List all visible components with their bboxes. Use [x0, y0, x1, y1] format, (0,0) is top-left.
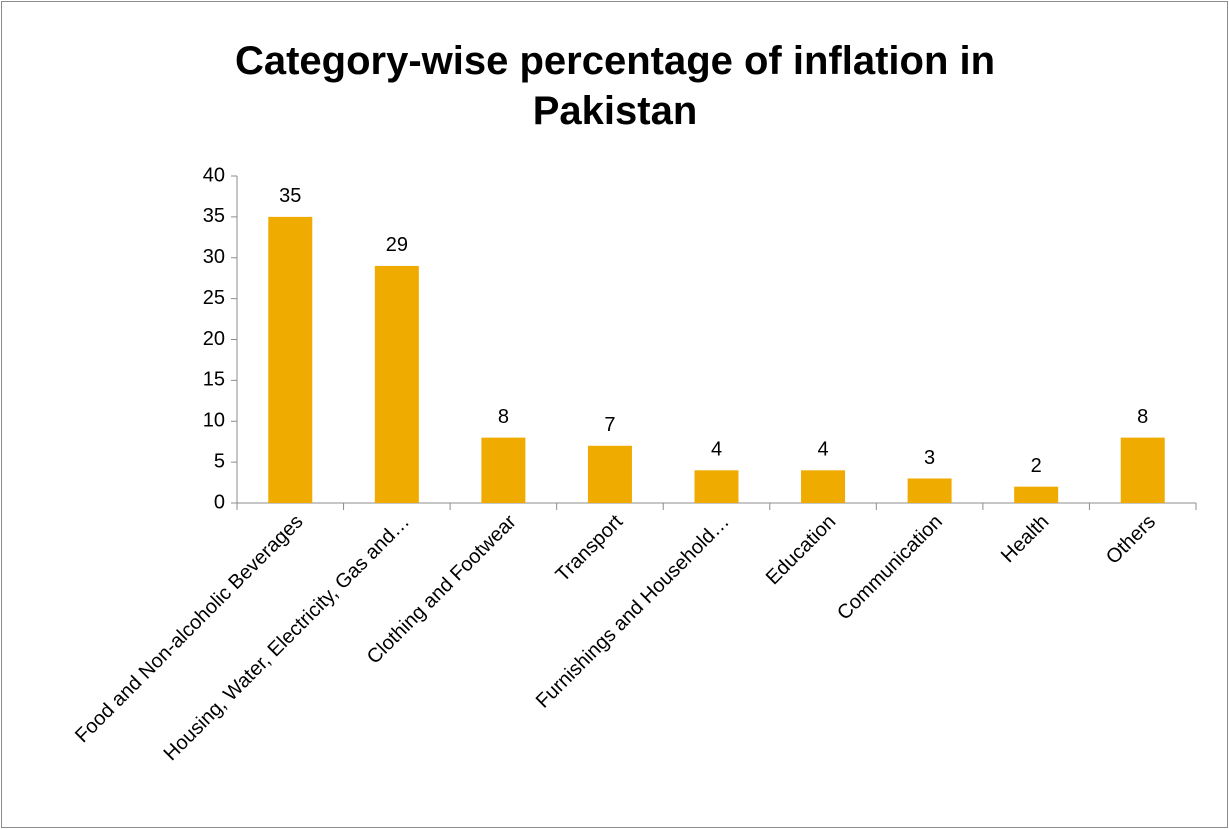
data-label: 8 — [1137, 406, 1148, 428]
y-tick-label: 5 — [214, 450, 225, 472]
y-tick-label: 35 — [203, 205, 225, 227]
y-tick-label: 40 — [203, 164, 225, 186]
x-tick-label: Communication — [833, 511, 947, 625]
bar — [694, 470, 739, 503]
y-tick-label: 20 — [203, 328, 225, 350]
bar — [1014, 486, 1059, 503]
bar — [801, 470, 846, 503]
data-label: 8 — [498, 406, 509, 428]
bar — [481, 437, 526, 503]
data-label: 7 — [604, 414, 615, 436]
x-tick-label: Education — [762, 511, 840, 589]
x-tick-label: Housing, Water, Electricity, Gas and… — [160, 511, 414, 765]
bar — [268, 216, 313, 503]
bar — [1120, 437, 1165, 503]
x-tick-label: Health — [997, 511, 1053, 567]
y-tick-label: 0 — [214, 491, 225, 513]
x-tick-label: Transport — [552, 510, 628, 586]
y-tick-label: 30 — [203, 246, 225, 268]
chart-title: Category-wise percentage of inflation in… — [234, 39, 996, 133]
y-tick-label: 25 — [203, 287, 225, 309]
data-label: 4 — [711, 439, 722, 461]
bar — [374, 265, 419, 503]
x-tick-label: Furnishings and Household… — [532, 511, 734, 713]
bar — [907, 478, 952, 503]
data-label: 3 — [924, 447, 935, 469]
data-label: 29 — [386, 234, 408, 256]
data-label: 2 — [1031, 455, 1042, 477]
x-tick-label: Others — [1102, 511, 1160, 569]
data-label: 35 — [279, 185, 301, 207]
y-tick-label: 15 — [203, 369, 225, 391]
x-tick-label: Food and Non-alcoholic Beverages — [71, 511, 307, 747]
y-tick-label: 10 — [203, 410, 225, 432]
data-label: 4 — [817, 439, 828, 461]
bar — [587, 445, 632, 503]
